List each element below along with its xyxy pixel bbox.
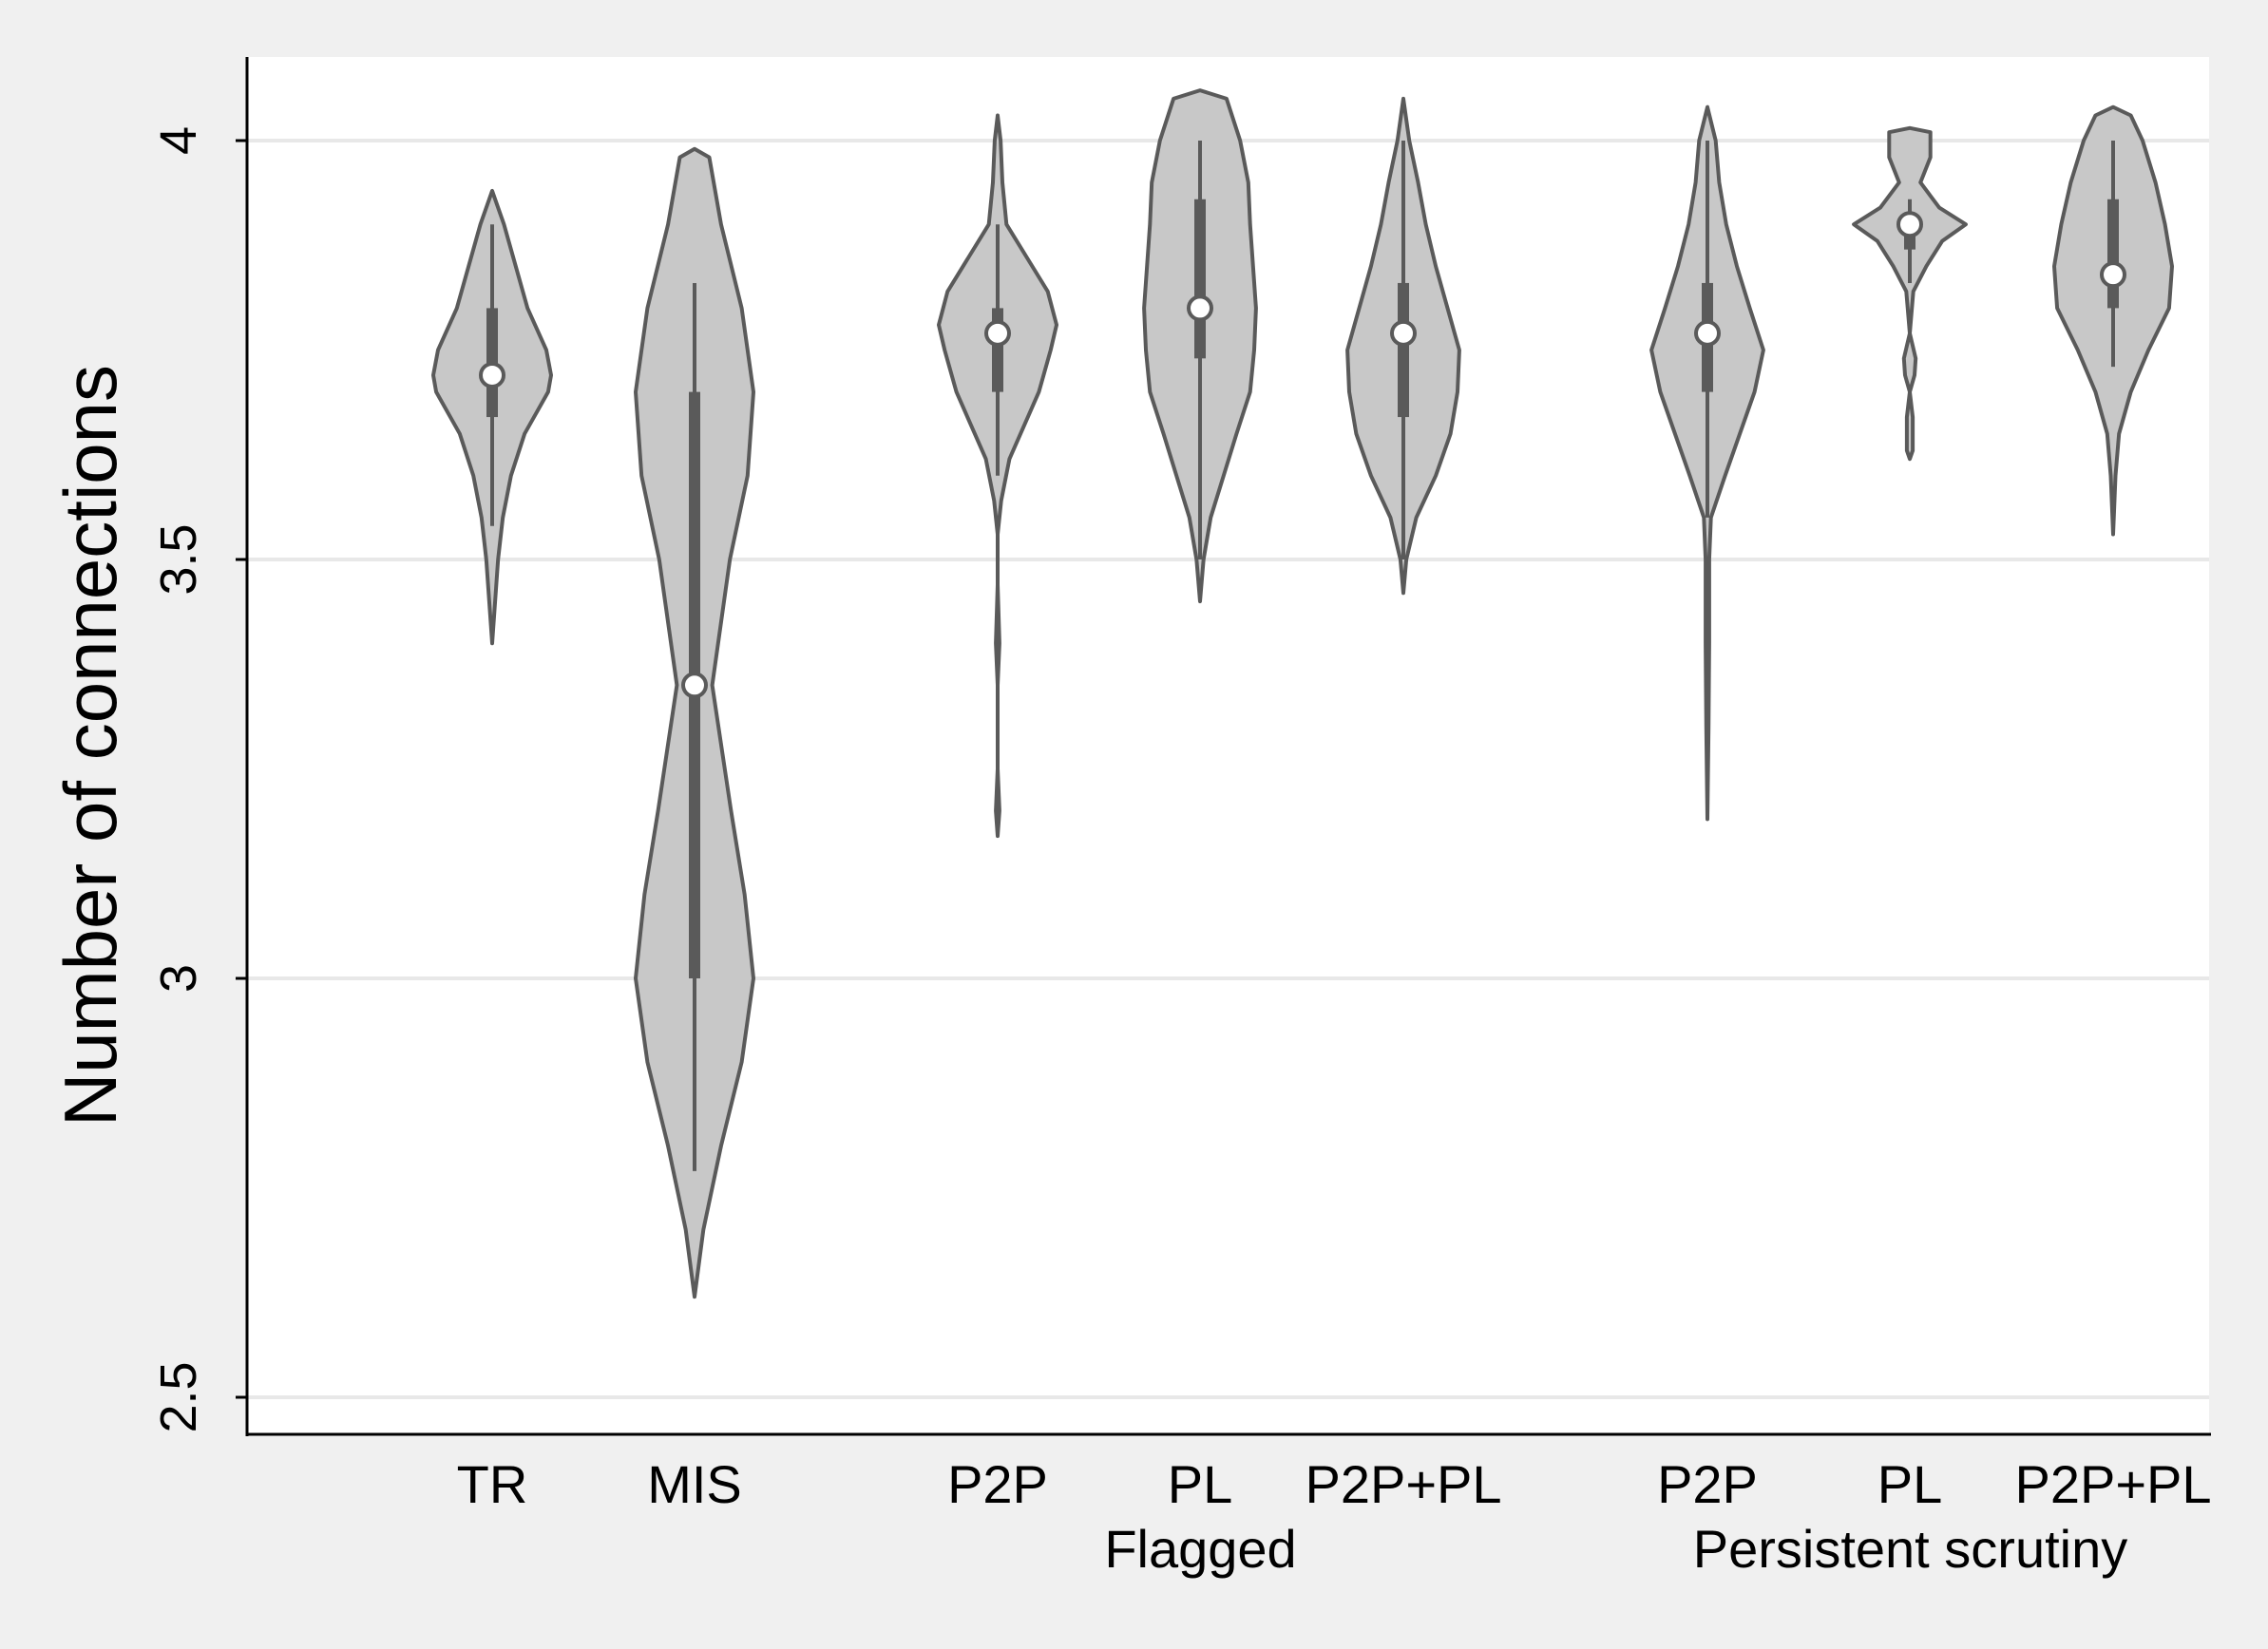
- y-tick-label: 2.5: [150, 1361, 207, 1432]
- x-category-label: P2P+PL: [2014, 1454, 2211, 1514]
- median-marker: [984, 319, 1011, 347]
- x-group-label: Flagged: [1104, 1519, 1296, 1579]
- violin-tr: [431, 188, 553, 646]
- x-group-label: Persistent scrutiny: [1693, 1519, 2128, 1579]
- median-marker: [681, 672, 708, 699]
- median-marker: [1390, 319, 1417, 347]
- violin-mis: [634, 146, 755, 1299]
- x-category-label: PL: [1877, 1454, 1943, 1514]
- iqr-box: [2107, 199, 2119, 309]
- iqr-box: [1398, 282, 1409, 418]
- y-tick-label: 4: [150, 126, 207, 155]
- violins: [431, 88, 2174, 1299]
- x-category-label: PL: [1168, 1454, 1233, 1514]
- violin-shape: [1852, 125, 1968, 462]
- median-marker: [1896, 211, 1923, 238]
- median-marker: [479, 361, 505, 389]
- y-axis-ticks: 2.5 3 3.5 4: [150, 126, 247, 1433]
- x-category-label: TR: [457, 1454, 528, 1514]
- x-category-label: P2P+PL: [1305, 1454, 1501, 1514]
- x-category-label: MIS: [647, 1454, 742, 1514]
- violin-flagged-p2p: [937, 113, 1058, 839]
- violin-persistent-scrutiny-pl: [1852, 125, 1968, 462]
- x-category-label: P2P: [1657, 1454, 1758, 1514]
- median-marker: [1694, 319, 1721, 347]
- y-tick-label: 3: [150, 964, 207, 993]
- median-marker: [2100, 261, 2126, 289]
- violin-persistent-scrutiny-p2p: [1649, 104, 1765, 822]
- violin-persistent-scrutiny-p2p-plus-pl: [2052, 104, 2174, 537]
- violin-flagged-p2p-plus-pl: [1345, 96, 1461, 596]
- x-category-label: P2P: [947, 1454, 1048, 1514]
- y-tick-label: 3.5: [150, 523, 207, 595]
- median-marker: [1187, 294, 1213, 322]
- iqr-box: [1194, 199, 1206, 359]
- y-axis-title: Number of connections: [48, 365, 132, 1127]
- violin-flagged-pl: [1142, 88, 1258, 604]
